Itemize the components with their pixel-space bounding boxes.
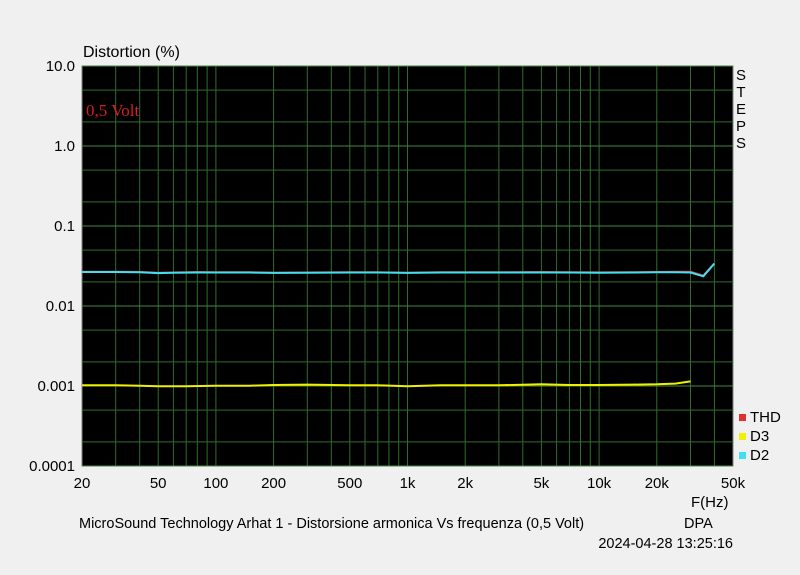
steps-letter: S — [736, 67, 746, 84]
footer-title: MicroSound Technology Arhat 1 - Distorsi… — [79, 516, 584, 532]
series-lines — [82, 262, 716, 388]
y-tick-label: 0.0001 — [29, 458, 75, 475]
x-axis-label: F(Hz) — [691, 494, 729, 511]
x-tick-label: 20k — [645, 475, 670, 492]
x-tick-label: 5k — [533, 475, 549, 492]
y-tick-label: 10.0 — [46, 58, 75, 75]
series-line-d3 — [82, 380, 691, 388]
x-tick-label: 50k — [721, 475, 746, 492]
legend-label: D3 — [750, 428, 769, 445]
x-tick-labels: 20 50 100 200 500 1k 2k 5k 10k 20k 50k — [74, 475, 746, 492]
volt-annotation: 0,5 Volt — [86, 101, 140, 120]
y-tick-label: 1.0 — [54, 138, 75, 155]
legend-swatch — [739, 414, 746, 421]
footer-timestamp: 2024-04-28 13:25:16 — [598, 536, 733, 552]
legend-swatch — [739, 452, 746, 459]
y-tick-label: 0.001 — [37, 378, 75, 395]
x-tick-label: 100 — [203, 475, 228, 492]
x-tick-label: 50 — [150, 475, 167, 492]
y-axis-label: Distortion (%) — [83, 44, 180, 61]
steps-letter: E — [736, 101, 746, 118]
x-tick-label: 1k — [400, 475, 416, 492]
legend-label: THD — [750, 409, 781, 426]
steps-letter: P — [736, 118, 746, 135]
x-tick-label: 200 — [261, 475, 286, 492]
steps-letter: T — [736, 84, 745, 101]
y-tick-label: 0.1 — [54, 218, 75, 235]
legend: THD D3 D2 — [739, 409, 781, 464]
legend-swatch — [739, 433, 746, 440]
y-tick-label: 0.01 — [46, 298, 75, 315]
x-tick-label: 10k — [587, 475, 612, 492]
steps-letter: S — [736, 135, 746, 152]
y-tick-labels: 0.0001 0.001 0.01 0.1 1.0 10.0 — [29, 58, 75, 475]
x-tick-label: 500 — [337, 475, 362, 492]
footer-brand: DPA — [684, 516, 713, 532]
x-tick-label: 2k — [457, 475, 473, 492]
x-tick-label: 20 — [74, 475, 91, 492]
legend-label: D2 — [750, 447, 769, 464]
series-line-d2 — [82, 262, 716, 278]
